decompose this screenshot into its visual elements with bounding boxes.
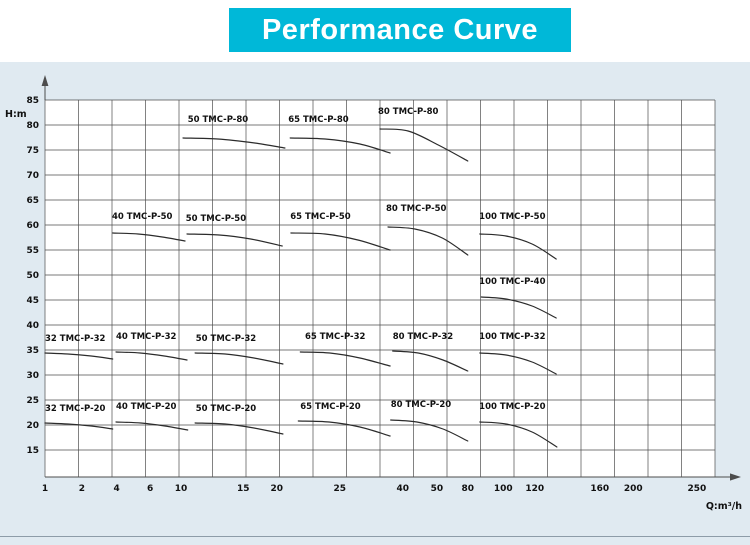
bottom-divider [0,536,750,537]
x-tick-label: 15 [237,484,250,494]
pump-curve [479,233,557,260]
pump-curve [479,421,558,448]
curve-label: 100 TMC-P-20 [479,402,545,412]
pump-curve [194,422,284,435]
y-tick-label: 65 [26,196,39,206]
curve-label: 80 TMC-P-32 [393,332,454,342]
curve-label: 32 TMC-P-32 [45,334,106,344]
y-tick-label: 80 [26,121,39,131]
x-tick-label: 50 [431,484,444,494]
y-tick-label: 70 [26,171,39,181]
x-axis-title: Q:m³/h [706,501,742,512]
x-tick-label: 2 [79,484,85,494]
pump-curve [297,420,391,437]
y-tick-label: 55 [26,246,39,256]
pump-curve [182,137,286,149]
performance-curve-chart: 85 80 75 70 65 60 55 50 45 40 35 30 25 20 15 1 2 4 6 10 15 20… [5,75,742,512]
curve-label: 100 TMC-P-50 [479,212,545,222]
pump-curve [112,232,186,242]
y-axis-title: H:m [5,109,27,120]
x-tick-label: 10 [175,484,188,494]
y-tick-label: 30 [26,371,39,381]
pump-curve [289,137,391,154]
y-tick-label: 75 [26,146,39,156]
x-tick-label: 120 [525,484,544,494]
y-axis-arrow-icon [41,75,49,86]
y-tick-label: 60 [26,221,39,231]
pump-curve [44,352,114,360]
pump-curve [115,421,189,431]
y-tick-label: 50 [26,271,39,281]
curve-label: 50 TMC-P-20 [196,404,257,414]
curve-label: 40 TMC-P-32 [116,332,177,342]
curve-label: 80 TMC-P-80 [378,107,439,117]
pump-curve [379,128,469,162]
pump-curve [44,422,114,430]
y-tick-label: 20 [26,421,39,431]
x-tick-label: 1 [42,484,48,494]
x-tick-label: 200 [624,484,643,494]
pump-curve [186,233,283,247]
pump-curve [194,352,284,365]
x-tick-label: 40 [397,484,410,494]
curve-label: 50 TMC-P-32 [196,334,257,344]
pump-curve [390,419,469,442]
curve-label: 100 TMC-P-32 [479,332,545,342]
y-tick-label: 45 [26,296,39,306]
pump-curve [480,296,557,319]
y-tick-label: 15 [26,446,39,456]
page-title: Performance Curve [261,13,539,46]
header: Performance Curve [0,0,750,62]
curve-label: 65 TMC-P-50 [290,212,351,222]
x-tick-label: 160 [590,484,609,494]
title-banner: Performance Curve [229,8,571,52]
curve-label: 50 TMC-P-80 [188,115,249,125]
pump-curve [299,351,391,367]
x-tick-label: 6 [147,484,153,494]
pump-curve [479,352,557,375]
x-tick-label: 250 [688,484,707,494]
y-tick-label: 25 [26,396,39,406]
x-tick-label: 20 [271,484,284,494]
x-tick-label: 80 [462,484,475,494]
x-axis-arrow-icon [730,473,741,481]
curve-label: 80 TMC-P-50 [386,204,447,214]
y-tick-label: 85 [26,96,39,106]
curve-label: 65 TMC-P-20 [300,402,361,412]
curve-label: 40 TMC-P-50 [112,212,173,222]
x-tick-label: 4 [114,484,120,494]
chart-area: 85 80 75 70 65 60 55 50 45 40 35 30 25 20 15 1 2 4 6 10 15 20… [0,62,750,545]
curve-label: 65 TMC-P-80 [288,115,349,125]
pump-curve [290,232,391,251]
curve-label: 32 TMC-P-20 [45,404,106,414]
curve-label: 100 TMC-P-40 [479,277,545,287]
curve-label: 65 TMC-P-32 [305,332,366,342]
curve-label: 80 TMC-P-20 [391,400,452,410]
pump-curve [115,351,188,361]
y-tick-label: 40 [26,321,39,331]
x-tick-label: 100 [494,484,513,494]
x-tick-label: 25 [334,484,347,494]
curve-label: 40 TMC-P-20 [116,402,177,412]
curve-label: 50 TMC-P-50 [186,214,247,224]
pump-curve [392,350,469,372]
y-tick-label: 35 [26,346,39,356]
pump-curve [387,226,469,256]
